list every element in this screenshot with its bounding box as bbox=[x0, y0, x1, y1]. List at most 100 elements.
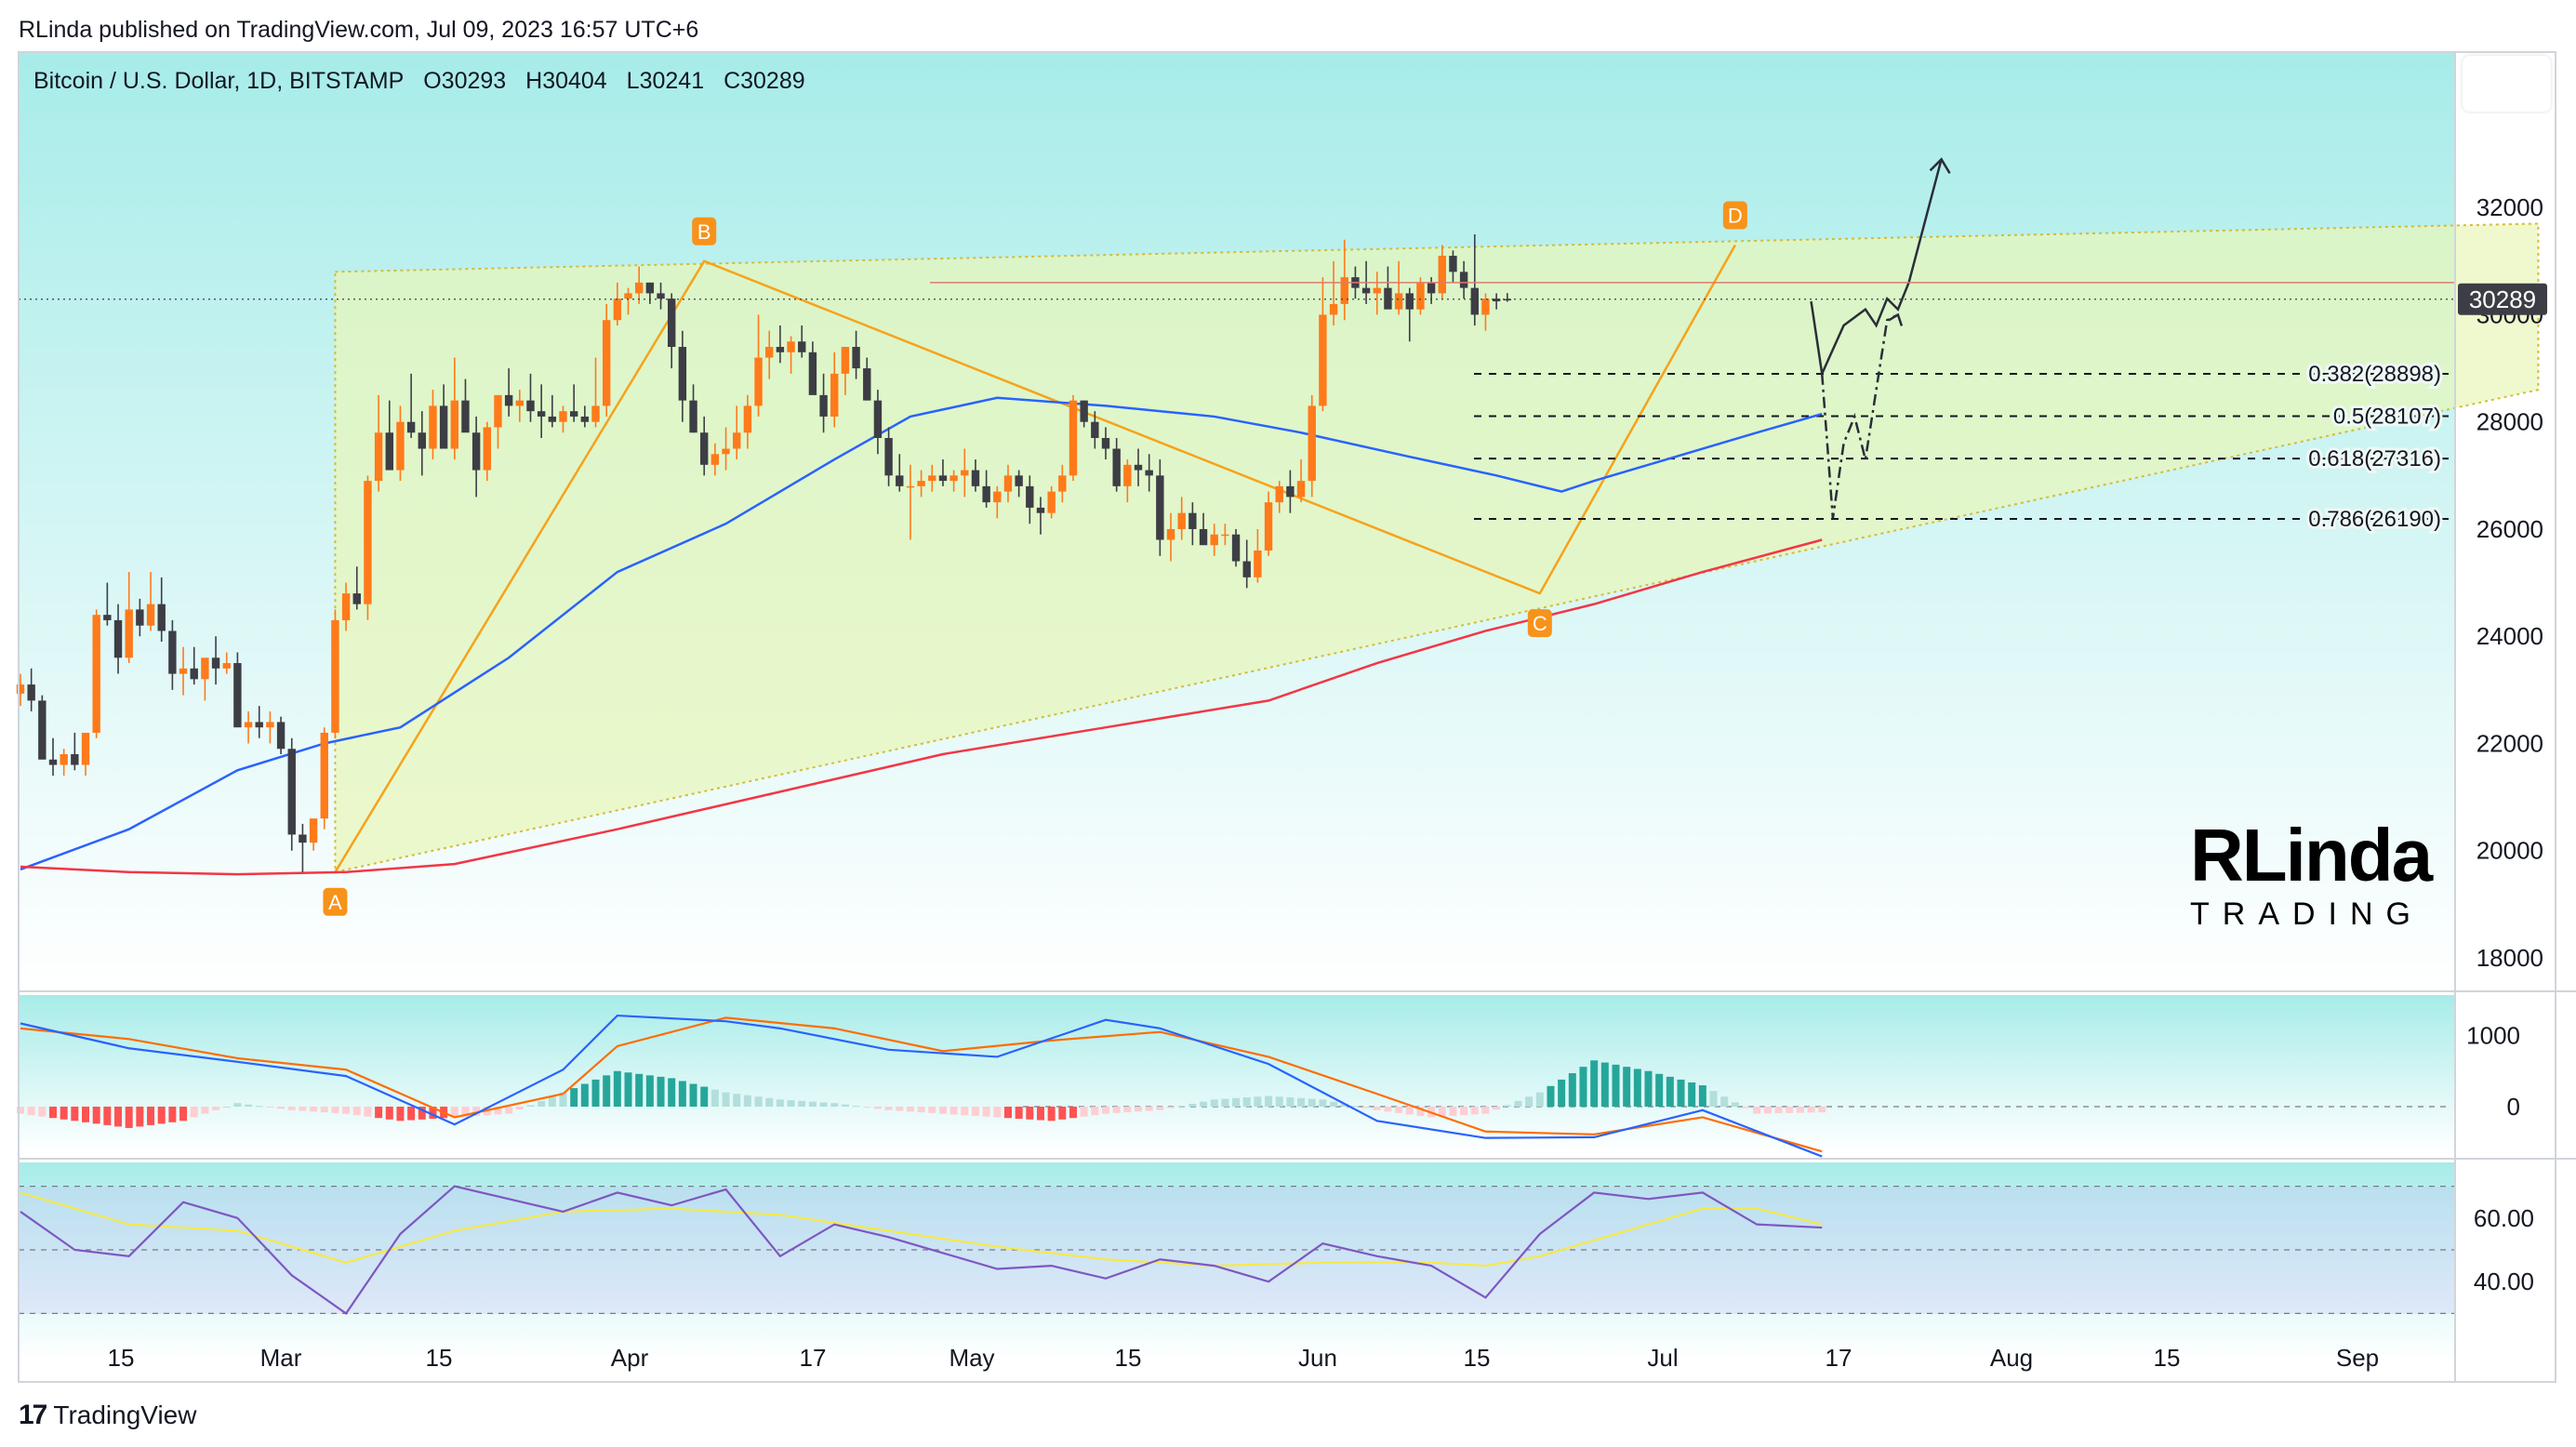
candle-body[interactable] bbox=[385, 432, 393, 471]
candle-body[interactable] bbox=[1319, 314, 1327, 406]
candle-body[interactable] bbox=[678, 347, 687, 401]
candle-body[interactable] bbox=[657, 293, 665, 299]
candle-body[interactable] bbox=[1275, 485, 1283, 503]
candle-body[interactable] bbox=[798, 341, 806, 352]
candle-body[interactable] bbox=[569, 411, 578, 417]
candle-body[interactable] bbox=[341, 593, 351, 620]
candle-body[interactable] bbox=[1123, 464, 1132, 486]
candle-body[interactable] bbox=[668, 299, 676, 348]
candle-body[interactable] bbox=[352, 593, 361, 604]
candle-body[interactable] bbox=[320, 732, 328, 819]
candle-body[interactable] bbox=[591, 405, 600, 422]
candle-body[interactable] bbox=[1470, 287, 1479, 315]
candle-body[interactable] bbox=[16, 684, 25, 694]
candle-body[interactable] bbox=[624, 293, 632, 299]
candle-body[interactable] bbox=[1449, 256, 1457, 272]
candle-body[interactable] bbox=[1134, 464, 1143, 471]
candle-body[interactable] bbox=[309, 818, 318, 843]
candle-body[interactable] bbox=[244, 722, 253, 728]
candle-body[interactable] bbox=[418, 432, 426, 449]
candle-body[interactable] bbox=[374, 432, 383, 482]
candle-body[interactable] bbox=[743, 405, 752, 433]
candle-body[interactable] bbox=[949, 475, 958, 482]
candle-body[interactable] bbox=[1145, 470, 1153, 476]
candle-body[interactable] bbox=[1177, 512, 1186, 529]
candle-body[interactable] bbox=[1015, 475, 1023, 486]
candle-body[interactable] bbox=[483, 427, 492, 471]
candle-body[interactable] bbox=[471, 432, 481, 471]
candle-body[interactable] bbox=[364, 481, 372, 604]
candle-body[interactable] bbox=[287, 749, 296, 835]
candle-body[interactable] bbox=[1264, 502, 1273, 551]
candle-body[interactable] bbox=[406, 421, 416, 433]
candle-body[interactable] bbox=[1416, 282, 1425, 310]
candle-body[interactable] bbox=[125, 609, 133, 658]
candle-body[interactable] bbox=[548, 416, 557, 422]
candle-body[interactable] bbox=[982, 485, 990, 503]
candle-body[interactable] bbox=[808, 352, 817, 395]
candle-body[interactable] bbox=[1427, 282, 1436, 294]
main-price-pane[interactable]: 0.382(28898) 0.5(28107) 0.618(27316) 0.786(… bbox=[16, 52, 2547, 989]
candle-body[interactable] bbox=[1156, 475, 1164, 540]
candle-body[interactable] bbox=[689, 400, 697, 433]
candle-body[interactable] bbox=[819, 394, 828, 417]
candle-body[interactable] bbox=[559, 411, 567, 422]
candle-body[interactable] bbox=[830, 373, 839, 417]
candle-body[interactable] bbox=[634, 282, 644, 294]
candle-body[interactable] bbox=[515, 400, 524, 406]
candle-body[interactable] bbox=[494, 394, 502, 428]
candle-body[interactable] bbox=[168, 631, 177, 674]
candle-body[interactable] bbox=[1166, 528, 1175, 540]
candle-body[interactable] bbox=[537, 411, 546, 417]
candle-body[interactable] bbox=[938, 475, 948, 482]
candle-body[interactable] bbox=[439, 405, 448, 449]
candle-body[interactable] bbox=[754, 357, 763, 406]
candle-body[interactable] bbox=[733, 432, 741, 449]
candle-body[interactable] bbox=[961, 470, 969, 476]
candle-body[interactable] bbox=[1384, 287, 1392, 310]
candle-body[interactable] bbox=[1091, 421, 1099, 438]
candle-body[interactable] bbox=[1296, 481, 1306, 498]
candle-body[interactable] bbox=[1405, 293, 1414, 310]
candle-body[interactable] bbox=[233, 663, 242, 728]
candle-body[interactable] bbox=[1036, 507, 1045, 513]
candle-body[interactable] bbox=[179, 668, 188, 674]
candle-body[interactable] bbox=[1492, 299, 1501, 302]
candle-body[interactable] bbox=[146, 604, 155, 626]
candle-body[interactable] bbox=[971, 470, 980, 486]
candle-body[interactable] bbox=[765, 347, 774, 358]
candle-body[interactable] bbox=[1361, 287, 1371, 294]
candle-body[interactable] bbox=[602, 320, 611, 406]
candle-body[interactable] bbox=[190, 668, 198, 680]
candle-body[interactable] bbox=[863, 368, 871, 401]
candle-body[interactable] bbox=[211, 657, 220, 669]
candle-body[interactable] bbox=[852, 347, 860, 369]
candle-body[interactable] bbox=[1221, 534, 1229, 537]
macd-pane[interactable]: 0 1000 bbox=[17, 995, 2520, 1158]
candle-body[interactable] bbox=[700, 432, 709, 465]
candle-body[interactable] bbox=[884, 437, 893, 476]
candle-body[interactable] bbox=[299, 834, 307, 843]
candle-body[interactable] bbox=[60, 754, 68, 765]
candle-body[interactable] bbox=[103, 615, 112, 620]
candle-body[interactable] bbox=[580, 416, 590, 422]
candle-body[interactable] bbox=[222, 663, 231, 669]
candle-body[interactable] bbox=[38, 700, 46, 760]
tradingview-logo[interactable]: 17 TradingView bbox=[19, 1400, 196, 1431]
chart-settings-box[interactable] bbox=[2463, 56, 2551, 112]
candle-body[interactable] bbox=[396, 421, 405, 471]
time-axis[interactable]: 15 Mar 15 Apr 17 May 15 Jun 15 Jul 17 Aug 15 Sep bbox=[108, 1344, 2380, 1372]
candle-body[interactable] bbox=[1481, 299, 1490, 315]
candle-body[interactable] bbox=[331, 619, 339, 733]
candle-body[interactable] bbox=[461, 400, 470, 433]
candle-body[interactable] bbox=[896, 475, 904, 486]
candle-body[interactable] bbox=[645, 282, 655, 294]
candle-body[interactable] bbox=[1459, 272, 1468, 288]
candle-body[interactable] bbox=[1058, 475, 1067, 492]
candle-body[interactable] bbox=[1069, 400, 1078, 476]
candle-body[interactable] bbox=[1286, 485, 1295, 498]
candle-body[interactable] bbox=[450, 400, 458, 449]
candle-body[interactable] bbox=[1373, 287, 1381, 294]
candle-body[interactable] bbox=[92, 615, 100, 733]
candle-body[interactable] bbox=[1254, 551, 1262, 577]
